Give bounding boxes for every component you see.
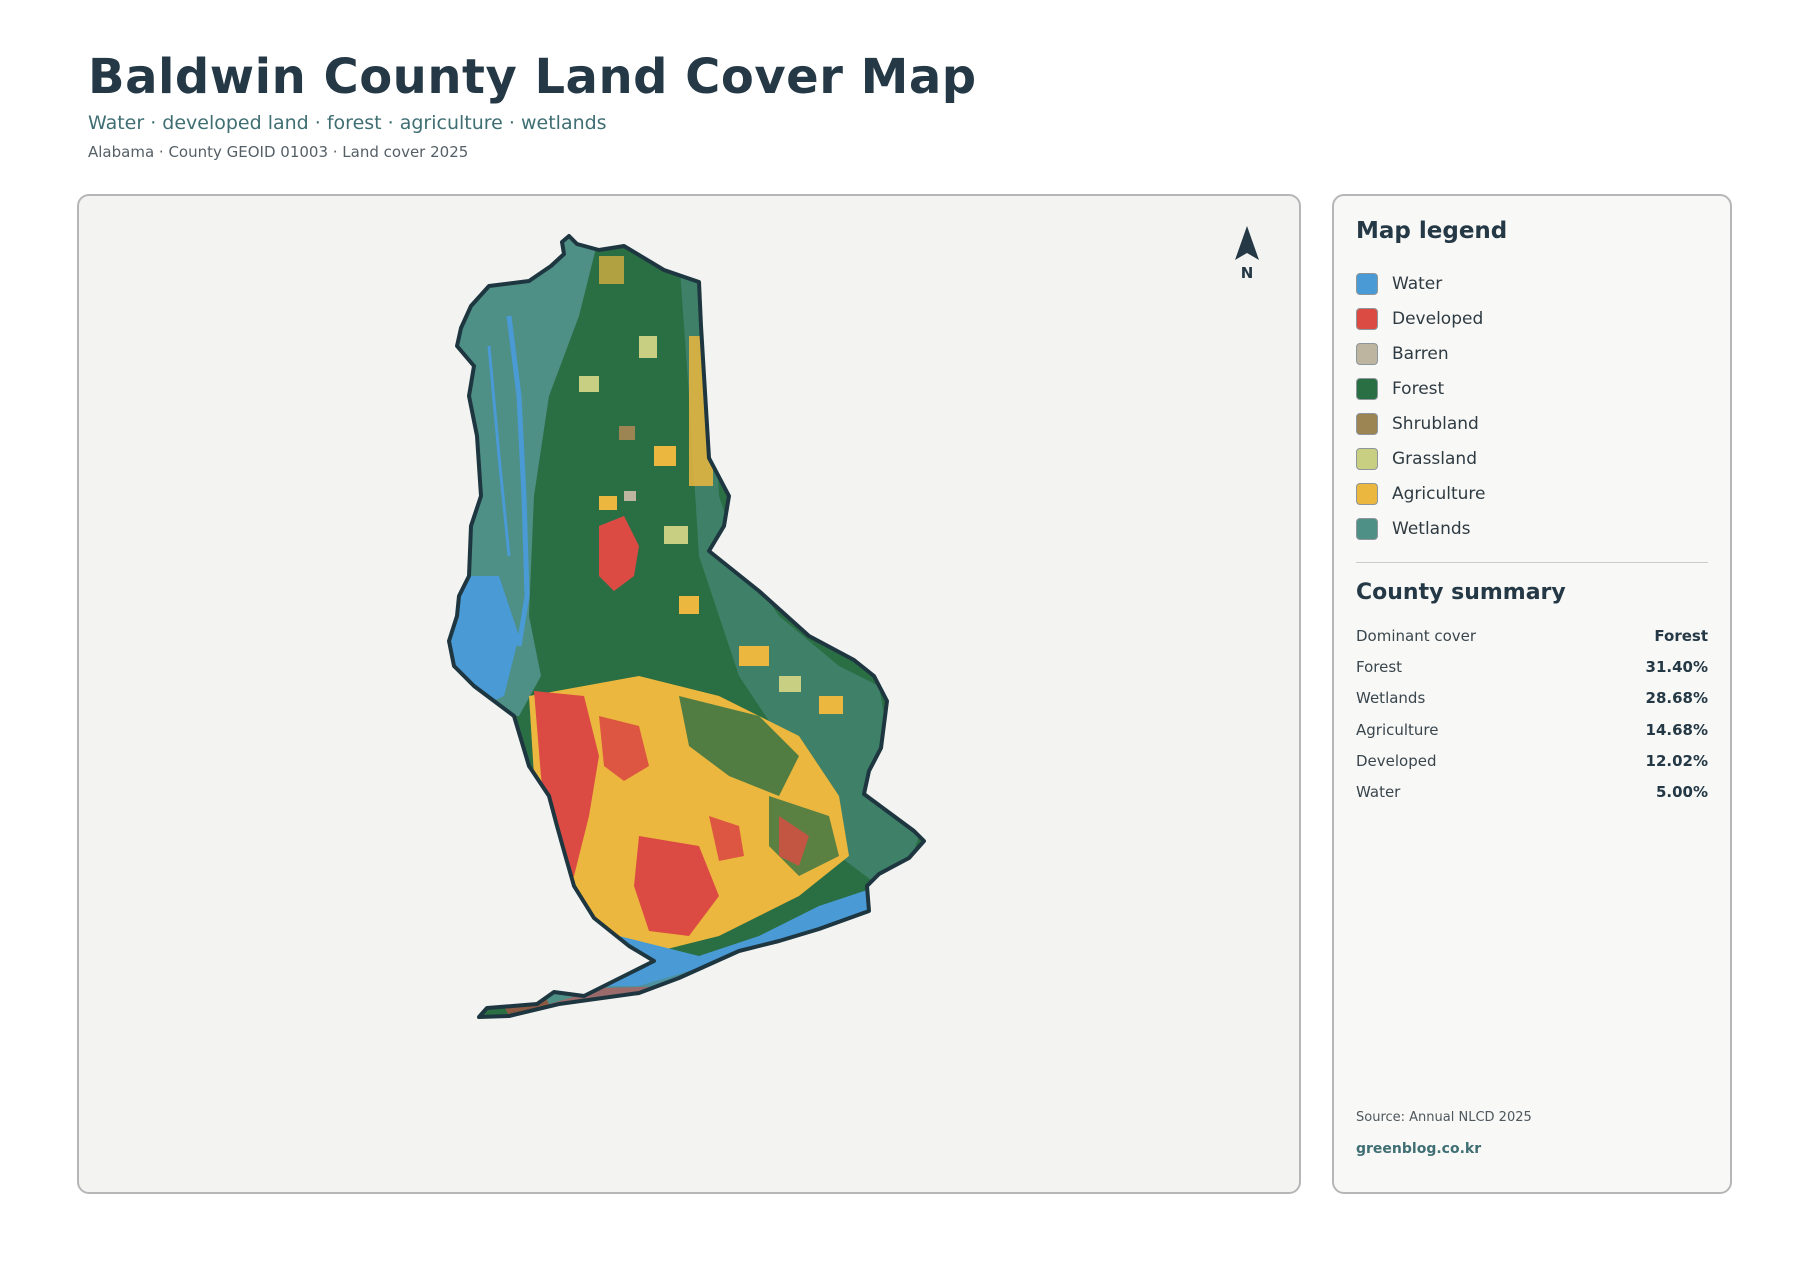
north-arrow: N bbox=[1227, 226, 1267, 282]
summary-label: Developed bbox=[1356, 751, 1437, 770]
legend-label: Wetlands bbox=[1392, 518, 1471, 539]
legend-item-wetlands: Wetlands bbox=[1356, 511, 1696, 546]
county-map[interactable] bbox=[79, 196, 1299, 1192]
summary-row-agriculture: Agriculture 14.68% bbox=[1356, 714, 1708, 745]
legend-swatch-wetlands bbox=[1356, 517, 1378, 540]
summary-row-forest: Forest 31.40% bbox=[1356, 651, 1708, 682]
summary-table: Dominant cover Forest Forest 31.40% Wetl… bbox=[1356, 620, 1708, 808]
legend-label: Water bbox=[1392, 273, 1443, 294]
legend-label: Barren bbox=[1392, 343, 1449, 364]
legend-label: Grassland bbox=[1392, 448, 1477, 469]
legend-item-shrubland: Shrubland bbox=[1356, 406, 1696, 441]
legend-label: Developed bbox=[1392, 308, 1484, 329]
legend-swatch-agriculture bbox=[1356, 482, 1378, 505]
legend-item-agriculture: Agriculture bbox=[1356, 476, 1696, 511]
north-arrow-icon bbox=[1235, 226, 1259, 260]
summary-label: Water bbox=[1356, 783, 1401, 802]
legend-item-barren: Barren bbox=[1356, 336, 1696, 371]
source-note: Source: Annual NLCD 2025 bbox=[1356, 1110, 1532, 1125]
page-subtitle: Water · developed land · forest · agricu… bbox=[88, 112, 607, 134]
summary-label: Dominant cover bbox=[1356, 626, 1477, 645]
legend-title: Map legend bbox=[1356, 218, 1508, 244]
summary-value: 5.00% bbox=[1655, 783, 1708, 802]
divider bbox=[1356, 562, 1708, 563]
legend-item-water: Water bbox=[1356, 266, 1696, 301]
legend-item-grassland: Grassland bbox=[1356, 441, 1696, 476]
legend-swatch-developed bbox=[1356, 307, 1378, 330]
summary-label: Agriculture bbox=[1356, 720, 1439, 739]
summary-row-dominant: Dominant cover Forest bbox=[1356, 620, 1708, 651]
legend-label: Agriculture bbox=[1392, 483, 1486, 504]
summary-value: 14.68% bbox=[1645, 720, 1708, 739]
legend-list: Water Developed Barren Forest Shrubland … bbox=[1356, 266, 1696, 546]
summary-label: Wetlands bbox=[1356, 689, 1426, 708]
legend-swatch-shrubland bbox=[1356, 412, 1378, 435]
legend-swatch-forest bbox=[1356, 377, 1378, 400]
legend-swatch-water bbox=[1356, 272, 1378, 295]
summary-row-developed: Developed 12.02% bbox=[1356, 745, 1708, 776]
summary-value: 31.40% bbox=[1645, 657, 1708, 676]
header: Baldwin County Land Cover Map Water · de… bbox=[88, 46, 977, 161]
legend-label: Shrubland bbox=[1392, 413, 1479, 434]
summary-row-water: Water 5.00% bbox=[1356, 776, 1708, 807]
page-meta: Alabama · County GEOID 01003 · Land cove… bbox=[88, 143, 469, 161]
legend-item-forest: Forest bbox=[1356, 371, 1696, 406]
summary-value: Forest bbox=[1654, 626, 1708, 645]
credit-link[interactable]: greenblog.co.kr bbox=[1356, 1141, 1482, 1157]
summary-value: 12.02% bbox=[1645, 751, 1708, 770]
legend-label: Forest bbox=[1392, 378, 1445, 399]
legend-swatch-barren bbox=[1356, 342, 1378, 365]
summary-label: Forest bbox=[1356, 657, 1403, 676]
side-panel: Map legend Water Developed Barren Forest… bbox=[1332, 194, 1732, 1194]
summary-row-wetlands: Wetlands 28.68% bbox=[1356, 683, 1708, 714]
summary-title: County summary bbox=[1356, 580, 1566, 605]
page-title: Baldwin County Land Cover Map bbox=[88, 49, 977, 105]
legend-swatch-grassland bbox=[1356, 447, 1378, 470]
map-panel[interactable]: N bbox=[77, 194, 1301, 1194]
north-label: N bbox=[1240, 264, 1254, 282]
summary-value: 28.68% bbox=[1645, 689, 1708, 708]
legend-item-developed: Developed bbox=[1356, 301, 1696, 336]
